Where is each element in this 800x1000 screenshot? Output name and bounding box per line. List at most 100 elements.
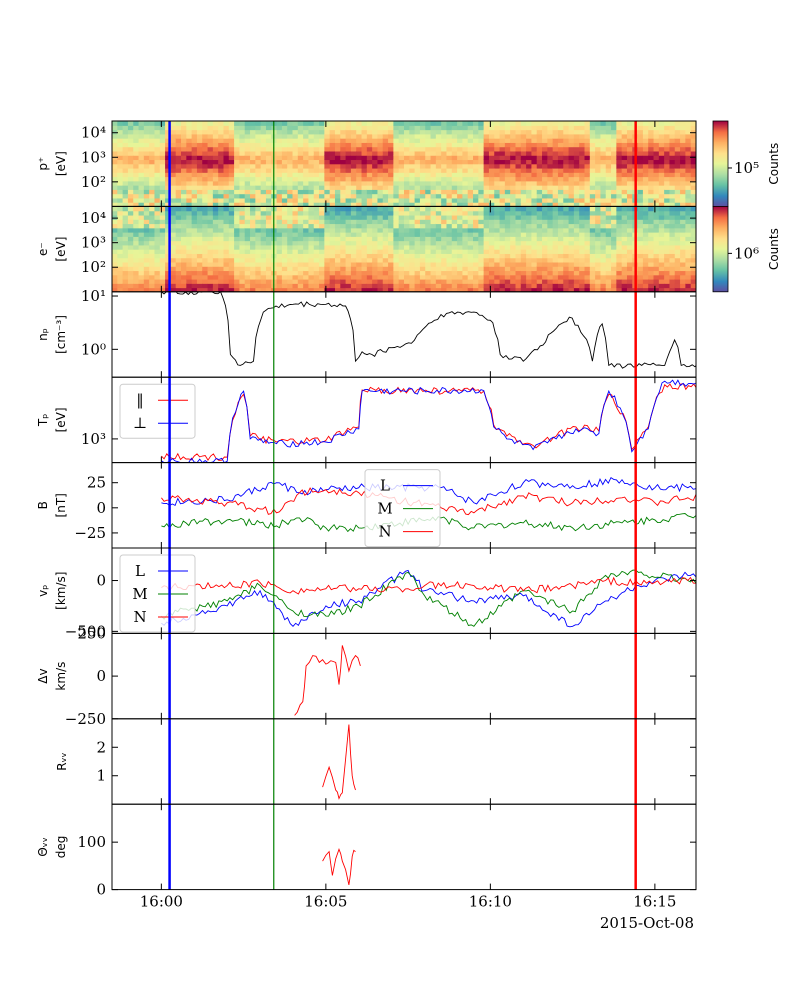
heat-cell	[404, 185, 410, 190]
heat-cell	[361, 210, 368, 216]
heat-cell	[435, 163, 442, 169]
heat-cell	[435, 274, 442, 280]
heat-cell	[611, 266, 617, 272]
heat-cell	[308, 214, 315, 220]
heat-cell	[435, 270, 442, 276]
heat-cell	[297, 227, 304, 233]
heat-cell	[117, 167, 124, 173]
heat-cell	[483, 163, 490, 169]
colorbar-label: Counts	[767, 143, 781, 185]
heat-cell	[319, 240, 325, 246]
heat-cell	[234, 206, 241, 212]
heat-cell	[388, 159, 394, 165]
heat-cell	[579, 185, 586, 190]
heat-cell	[595, 125, 602, 131]
heat-cell	[313, 150, 320, 156]
heat-cell	[499, 223, 506, 229]
ytick-label: 10²	[81, 258, 106, 276]
heat-cell	[191, 129, 198, 135]
heat-cell	[186, 155, 193, 161]
heat-cell	[244, 266, 251, 272]
heat-cell	[669, 210, 676, 216]
heat-cell	[265, 159, 272, 165]
heat-cell	[626, 155, 633, 161]
heat-cell	[579, 138, 586, 143]
heat-cell	[133, 257, 140, 263]
heat-cell	[340, 253, 347, 259]
heat-cell	[414, 278, 421, 284]
heat-cell	[207, 129, 214, 135]
heat-cell	[372, 249, 379, 254]
heat-cell	[212, 278, 219, 284]
heat-cell	[669, 193, 676, 199]
heat-cell	[239, 210, 246, 216]
heat-cell	[122, 214, 129, 220]
heat-cell	[324, 287, 331, 292]
heat-cell	[611, 278, 617, 284]
heat-cell	[382, 146, 389, 152]
heat-cell	[361, 266, 368, 272]
heat-cell	[281, 227, 288, 233]
heat-cell	[557, 176, 564, 182]
heat-cell	[515, 185, 522, 190]
heat-cell	[377, 223, 384, 229]
heat-cell	[611, 189, 617, 195]
heat-cell	[122, 176, 129, 182]
heat-cell	[658, 223, 665, 229]
heat-cell	[297, 185, 304, 190]
heat-cell	[244, 210, 251, 216]
heat-cell	[669, 142, 676, 148]
heat-cell	[175, 167, 182, 173]
heat-cell	[319, 180, 325, 186]
heat-cell	[287, 197, 294, 203]
heat-cell	[680, 197, 686, 203]
heat-cell	[563, 287, 570, 292]
heat-cell	[138, 206, 145, 212]
heat-cell	[414, 142, 421, 148]
heat-cell	[340, 159, 347, 165]
heat-cell	[382, 236, 389, 242]
heat-cell	[133, 206, 140, 212]
heat-cell	[202, 142, 209, 148]
heat-cell	[446, 283, 453, 289]
heat-cell	[510, 146, 517, 152]
heat-cell	[319, 163, 325, 169]
heat-cell	[462, 163, 469, 169]
heat-cell	[319, 227, 325, 233]
heat-cell	[435, 155, 442, 161]
heat-cell	[611, 236, 617, 242]
heat-cell	[637, 206, 644, 212]
heat-cell	[419, 257, 426, 263]
heat-cell	[542, 176, 548, 182]
heat-cell	[409, 236, 416, 242]
heat-cell	[250, 240, 256, 246]
heat-cell	[223, 244, 230, 250]
heat-cell	[239, 249, 246, 254]
heat-cell	[621, 142, 628, 148]
heat-cell	[228, 227, 235, 233]
heat-cell	[611, 172, 617, 178]
heat-cell	[244, 167, 251, 173]
heat-cell	[680, 249, 686, 254]
heat-cell	[265, 253, 272, 259]
heat-cell	[526, 193, 533, 199]
heat-cell	[122, 180, 129, 186]
heat-cell	[658, 232, 665, 237]
heat-cell	[685, 257, 692, 263]
heat-cell	[483, 249, 490, 254]
heat-cell	[664, 240, 671, 246]
heat-cell	[648, 185, 655, 190]
heat-cell	[276, 150, 283, 156]
heat-cell	[372, 142, 379, 148]
heat-cell	[579, 227, 586, 233]
heat-cell	[165, 125, 171, 131]
heat-cell	[589, 121, 596, 126]
heat-cell	[207, 138, 214, 143]
heat-cell	[658, 121, 665, 126]
heat-cell	[435, 167, 442, 173]
heat-cell	[648, 129, 655, 135]
heat-cell	[303, 202, 310, 207]
heat-cell	[605, 167, 612, 173]
heat-cell	[425, 133, 432, 139]
